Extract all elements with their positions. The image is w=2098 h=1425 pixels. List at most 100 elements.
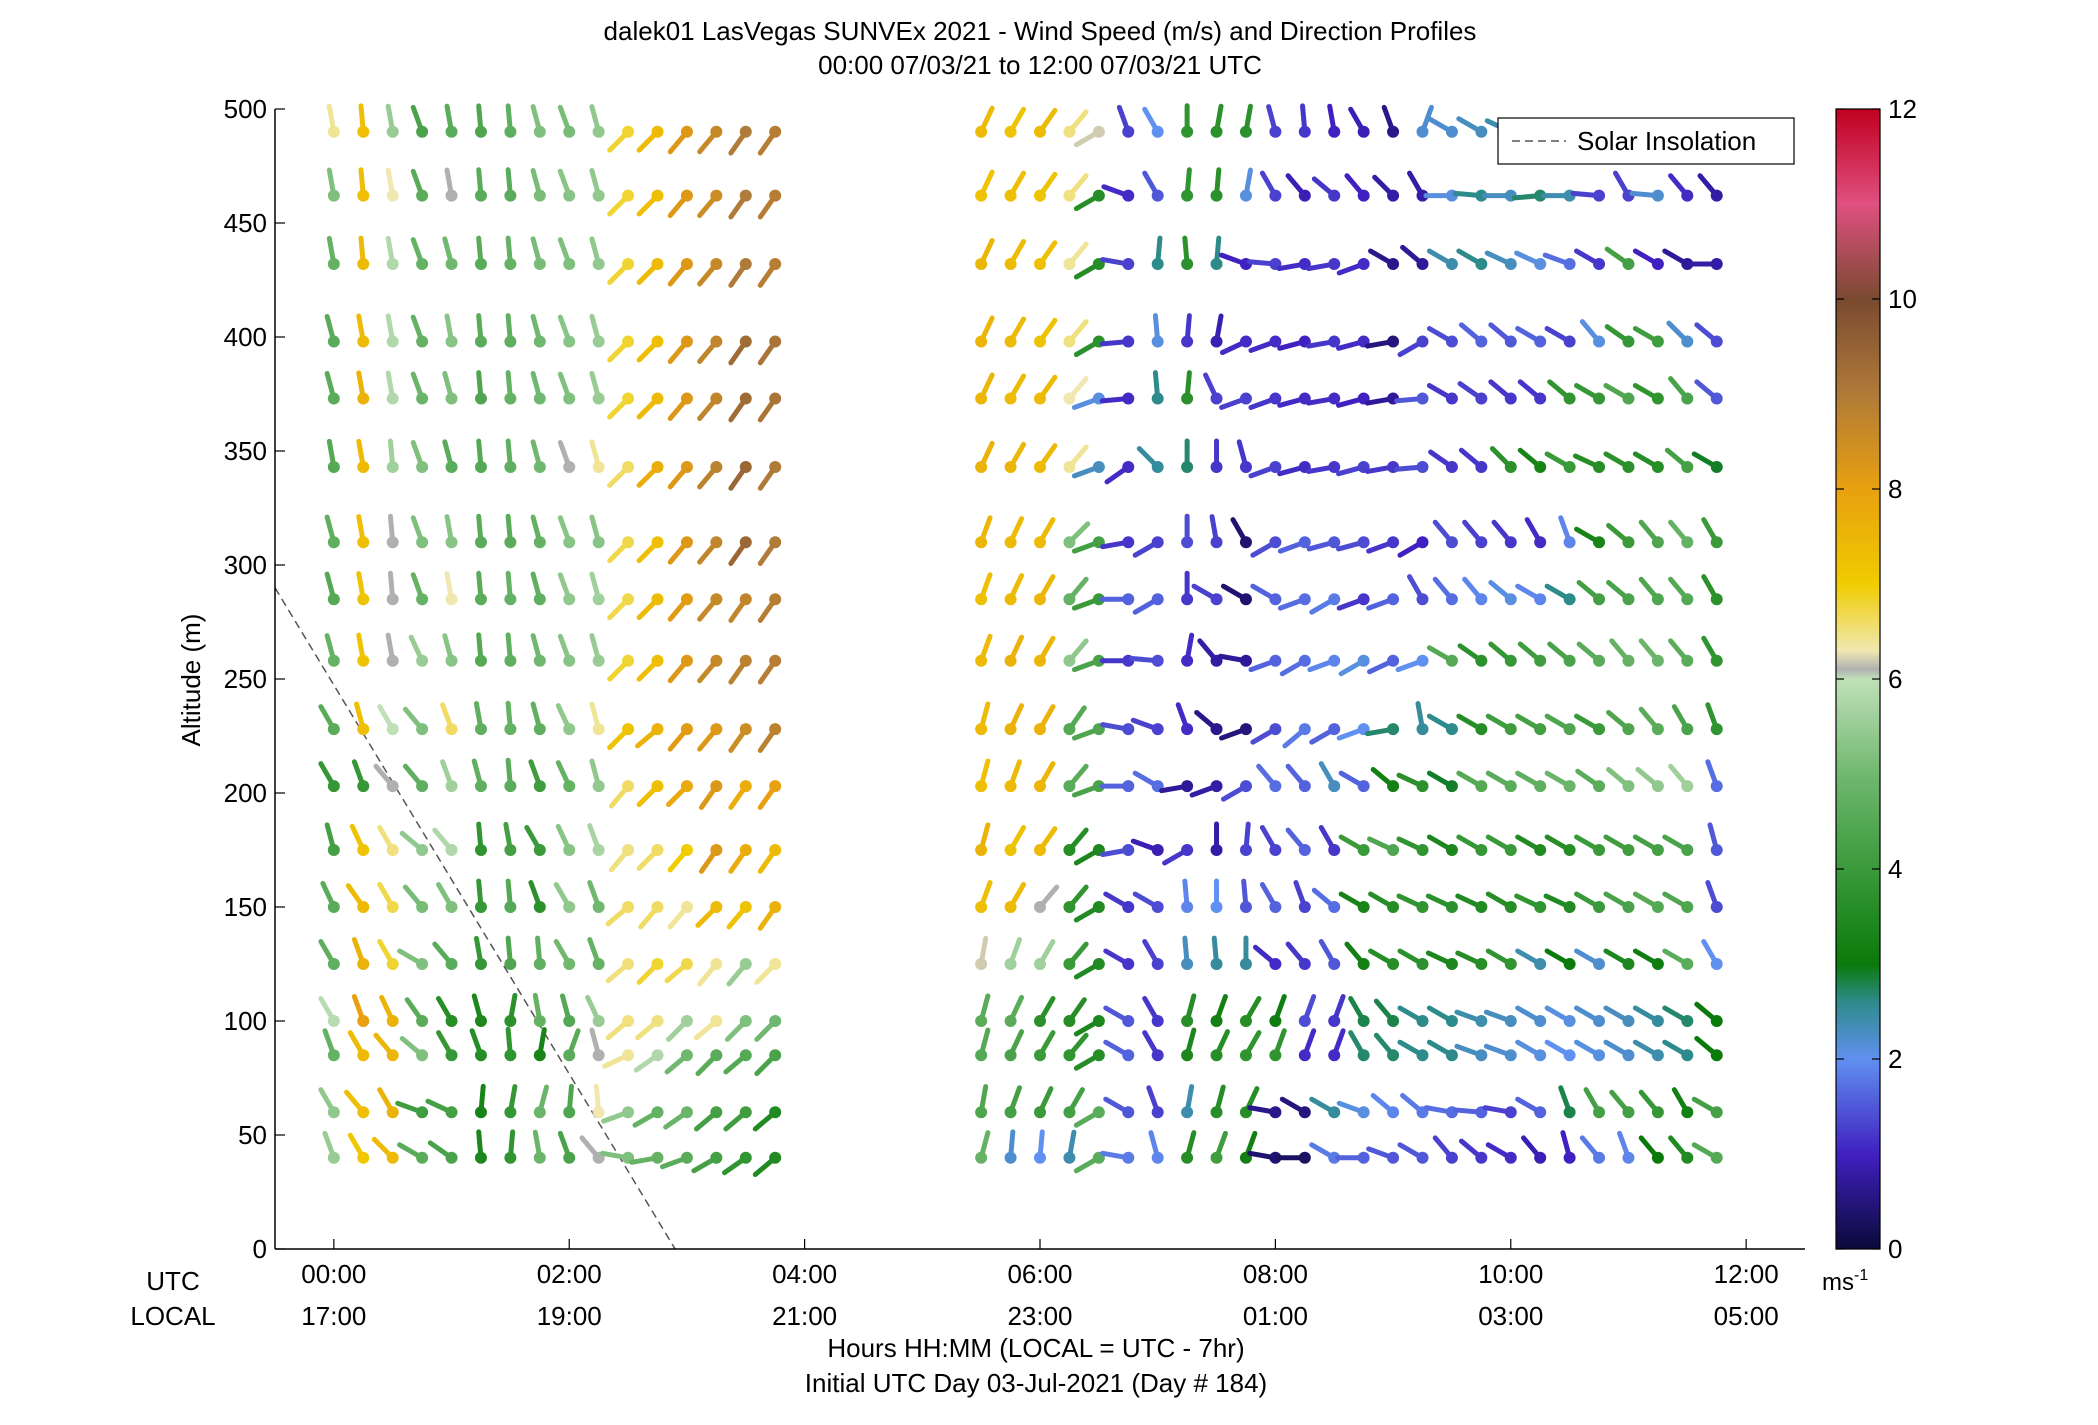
wind-marker	[1668, 376, 1694, 405]
wind-dot	[1710, 1106, 1723, 1119]
wind-marker	[691, 1151, 723, 1174]
wind-dot	[769, 901, 782, 913]
wind-dot	[1151, 536, 1164, 549]
wind-marker	[1181, 370, 1194, 405]
wind-marker	[326, 103, 340, 138]
y-tick-label: 450	[224, 208, 267, 238]
wind-dot	[533, 844, 546, 856]
wind-dot	[769, 258, 782, 271]
wind-marker	[379, 994, 399, 1027]
wind-dot	[563, 1151, 576, 1164]
wind-dot	[1534, 1106, 1547, 1119]
wind-dot	[1416, 901, 1429, 913]
wind-dot	[327, 460, 340, 473]
wind-marker	[1063, 376, 1089, 405]
wind-dot	[1534, 958, 1547, 970]
wind-marker	[345, 883, 370, 913]
wind-dot	[1063, 593, 1076, 606]
wind-dot	[327, 125, 340, 138]
wind-marker	[324, 514, 340, 549]
wind-marker	[629, 1151, 664, 1165]
wind-marker	[1694, 379, 1723, 405]
wind-marker	[357, 103, 370, 138]
wind-marker	[474, 632, 487, 667]
wind-marker	[589, 1027, 605, 1062]
wind-marker	[1574, 948, 1606, 970]
wind-marker	[1515, 834, 1547, 856]
wind-dot	[1445, 901, 1458, 913]
wind-dot	[592, 460, 605, 473]
wind-dot	[1034, 654, 1046, 667]
wind-marker	[728, 460, 752, 491]
wind-marker	[504, 878, 517, 913]
wind-marker	[427, 1140, 458, 1164]
wind-dot	[357, 536, 370, 549]
wind-dot	[710, 1151, 723, 1164]
wind-marker	[442, 370, 458, 405]
wind-dot	[504, 593, 517, 606]
x-axis-label: Hours HH:MM (LOCAL = UTC - 7hr)	[827, 1333, 1244, 1363]
wind-dot	[1681, 593, 1694, 606]
wind-dot	[1622, 1106, 1635, 1119]
wind-dot	[1122, 258, 1135, 271]
wind-dot	[1445, 593, 1458, 606]
wind-marker	[356, 632, 370, 667]
wind-dot	[651, 258, 664, 271]
wind-marker	[1344, 173, 1370, 202]
wind-marker	[589, 633, 605, 667]
wind-dot	[1593, 654, 1606, 667]
wind-dot	[533, 1049, 546, 1062]
wind-marker	[697, 593, 723, 622]
wind-marker	[636, 780, 664, 808]
wind-marker	[1691, 451, 1723, 473]
wind-dot	[416, 593, 429, 606]
wind-marker	[1063, 763, 1089, 793]
wind-dot	[416, 723, 429, 736]
wind-marker	[1318, 761, 1341, 793]
wind-dot	[416, 780, 429, 793]
wind-marker	[757, 780, 782, 810]
wind-dot	[1387, 125, 1400, 138]
wind-dot	[592, 593, 605, 606]
wind-dot	[680, 654, 693, 667]
wind-marker	[377, 824, 399, 856]
wind-dot	[769, 392, 782, 405]
wind-marker	[1181, 1130, 1197, 1164]
wind-marker	[752, 1106, 782, 1132]
wind-marker	[440, 702, 458, 736]
wind-marker	[1348, 106, 1370, 138]
wind-marker	[1063, 576, 1089, 606]
wind-dot	[622, 1106, 635, 1119]
wind-dot	[739, 258, 752, 271]
wind-dot	[1416, 844, 1429, 856]
wind-marker	[1063, 1129, 1077, 1164]
wind-dot	[1622, 1151, 1635, 1164]
wind-marker	[1668, 763, 1694, 793]
wind-dot	[592, 901, 605, 913]
wind-marker	[1484, 250, 1517, 271]
wind-marker	[728, 593, 752, 623]
wind-dot	[651, 392, 664, 405]
wind-marker	[444, 313, 458, 348]
wind-dot	[710, 536, 723, 549]
wind-dot	[1651, 258, 1664, 271]
wind-dot	[1622, 654, 1635, 667]
wind-marker	[1632, 383, 1664, 405]
wind-marker	[1491, 519, 1517, 549]
wind-dot	[1445, 958, 1458, 970]
wind-dot	[386, 189, 399, 202]
wind-dot	[1681, 392, 1694, 405]
wind-marker	[1603, 383, 1635, 405]
wind-marker	[1282, 723, 1311, 749]
wind-marker	[975, 1130, 991, 1164]
wind-dot	[416, 1015, 429, 1027]
wind-dot	[710, 780, 723, 793]
wind-dot	[357, 901, 370, 913]
wind-marker	[318, 938, 340, 970]
wind-dot	[445, 1106, 458, 1119]
wind-marker	[1638, 638, 1664, 667]
wind-dot	[416, 335, 429, 348]
wind-marker	[1544, 1005, 1576, 1027]
wind-dot	[1681, 460, 1694, 473]
wind-dot	[769, 1106, 782, 1119]
